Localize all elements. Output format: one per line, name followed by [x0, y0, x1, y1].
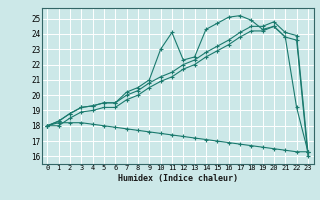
X-axis label: Humidex (Indice chaleur): Humidex (Indice chaleur) [118, 174, 237, 183]
